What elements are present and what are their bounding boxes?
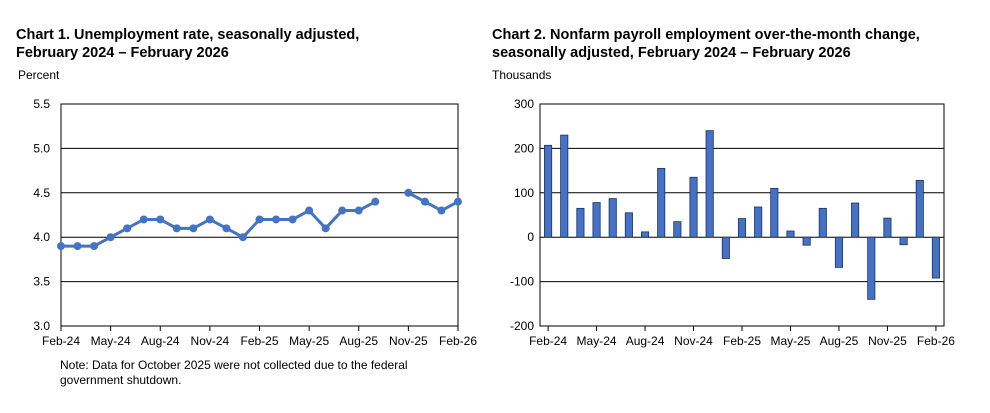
chart2-xtick-label: Nov-25 bbox=[868, 334, 907, 348]
chart2-xtick-label: Aug-25 bbox=[820, 334, 859, 348]
chart1-ytick-label: 3.5 bbox=[33, 275, 50, 289]
chart1-title-line2: February 2024 – February 2026 bbox=[16, 45, 229, 61]
chart1-point bbox=[106, 233, 115, 242]
chart2-bar bbox=[834, 236, 843, 268]
chart2-ytick-label: 300 bbox=[514, 97, 534, 111]
chart1-series-line bbox=[407, 191, 459, 213]
chart1-xtick-label: Nov-25 bbox=[389, 334, 428, 348]
chart2-bar bbox=[705, 130, 714, 238]
chart1-point bbox=[255, 215, 264, 224]
chart2-bar bbox=[818, 207, 827, 238]
chart1-ylabel: Percent bbox=[18, 68, 60, 82]
chart1-xtick-label: Aug-24 bbox=[141, 334, 180, 348]
chart1-xtick-label: Feb-26 bbox=[439, 334, 477, 348]
chart2-ytick-label: 0 bbox=[527, 230, 534, 244]
chart1-ytick-label: 3.0 bbox=[33, 319, 50, 333]
chart1-ytick-label: 4.0 bbox=[33, 230, 50, 244]
chart2-xtick-label: May-24 bbox=[577, 334, 617, 348]
chart1-xtick-label: Aug-25 bbox=[339, 334, 378, 348]
chart1-ytick-label: 5.0 bbox=[33, 141, 50, 155]
chart2-title-line1: Chart 2. Nonfarm payroll employment over… bbox=[492, 27, 920, 43]
chart1-point bbox=[189, 224, 198, 233]
chart1-title-line1: Chart 1. Unemployment rate, seasonally a… bbox=[16, 27, 360, 43]
chart1-xtick-label: May-25 bbox=[289, 334, 329, 348]
chart1-point bbox=[238, 233, 247, 242]
chart2-ytick-label: 200 bbox=[514, 141, 534, 155]
chart1-ytick-label: 5.5 bbox=[33, 97, 50, 111]
chart1-point bbox=[420, 197, 429, 206]
chart1-xtick-label: May-24 bbox=[91, 334, 131, 348]
chart2-ytick-label: -200 bbox=[510, 319, 534, 333]
chart2-title-line2: seasonally adjusted, February 2024 – Feb… bbox=[492, 45, 851, 61]
chart2-xtick-label: Nov-24 bbox=[674, 334, 713, 348]
chart1-point bbox=[139, 215, 148, 224]
chart1-point bbox=[354, 206, 363, 215]
chart2-bar bbox=[544, 144, 553, 238]
chart2-bar bbox=[721, 236, 730, 259]
chart2-bar bbox=[560, 134, 569, 238]
chart1-point bbox=[305, 206, 314, 215]
chart2-xtick-label: May-25 bbox=[770, 334, 810, 348]
chart1-ytick-label: 4.5 bbox=[33, 186, 50, 200]
chart2-ytick-label: 100 bbox=[514, 186, 534, 200]
chart1-xtick-label: Feb-24 bbox=[42, 334, 80, 348]
chart1-point bbox=[454, 197, 462, 206]
chart1-note-line1: Note: Data for October 2025 were not col… bbox=[60, 358, 408, 372]
chart1-point bbox=[338, 206, 347, 215]
chart2-xtick-label: Aug-24 bbox=[626, 334, 665, 348]
chart2-xtick-label: Feb-25 bbox=[723, 334, 761, 348]
chart1-point bbox=[73, 242, 82, 251]
chart1-point bbox=[123, 224, 132, 233]
chart1-point bbox=[90, 242, 99, 251]
chart1-point bbox=[172, 224, 181, 233]
chart2-bar bbox=[786, 230, 795, 238]
chart1-point bbox=[205, 215, 214, 224]
chart1-point bbox=[57, 242, 65, 251]
chart1-point bbox=[437, 206, 446, 215]
chart1-note-line2: government shutdown. bbox=[60, 373, 182, 387]
chart2-bar bbox=[689, 176, 698, 238]
chart2-bar bbox=[754, 206, 763, 238]
chart2-bar bbox=[851, 202, 860, 238]
chart2-bar bbox=[915, 179, 924, 238]
chart2-bar bbox=[592, 202, 601, 238]
chart1-point bbox=[222, 224, 231, 233]
chart1-point bbox=[272, 215, 281, 224]
chart1-point bbox=[371, 197, 380, 206]
chart2-bar bbox=[867, 236, 876, 300]
chart1-point bbox=[156, 215, 165, 224]
chart1-point bbox=[288, 215, 297, 224]
chart2-bar bbox=[673, 221, 682, 238]
chart2-bar bbox=[641, 231, 650, 238]
chart2-ylabel: Thousands bbox=[492, 68, 552, 82]
chart2-bar bbox=[608, 198, 617, 238]
chart2-ytick-label: -100 bbox=[510, 275, 534, 289]
chart1-xtick-label: Nov-24 bbox=[191, 334, 230, 348]
chart1-point bbox=[321, 224, 330, 233]
chart2-bar bbox=[899, 236, 908, 246]
chart1-title: Chart 1. Unemployment rate, seasonally a… bbox=[16, 26, 359, 62]
chart2-bar bbox=[931, 236, 940, 279]
chart2-bar bbox=[883, 217, 892, 238]
chart1-plot-frame bbox=[60, 103, 459, 327]
chart2-bar bbox=[737, 218, 747, 238]
chart1-xtick-label: Feb-25 bbox=[240, 334, 278, 348]
chart1-point bbox=[404, 188, 413, 197]
chart2-bar bbox=[770, 187, 779, 238]
chart1-note: Note: Data for October 2025 were not col… bbox=[60, 358, 460, 388]
chart2-bar bbox=[624, 212, 633, 238]
chart2-title: Chart 2. Nonfarm payroll employment over… bbox=[492, 26, 920, 62]
chart2-plot-frame bbox=[539, 103, 945, 327]
chart2-xtick-label: Feb-24 bbox=[529, 334, 567, 348]
chart2-bar bbox=[576, 207, 585, 238]
chart2-xtick-label: Feb-26 bbox=[917, 334, 955, 348]
chart2-bar bbox=[657, 167, 666, 238]
chart2-bar bbox=[802, 236, 811, 246]
